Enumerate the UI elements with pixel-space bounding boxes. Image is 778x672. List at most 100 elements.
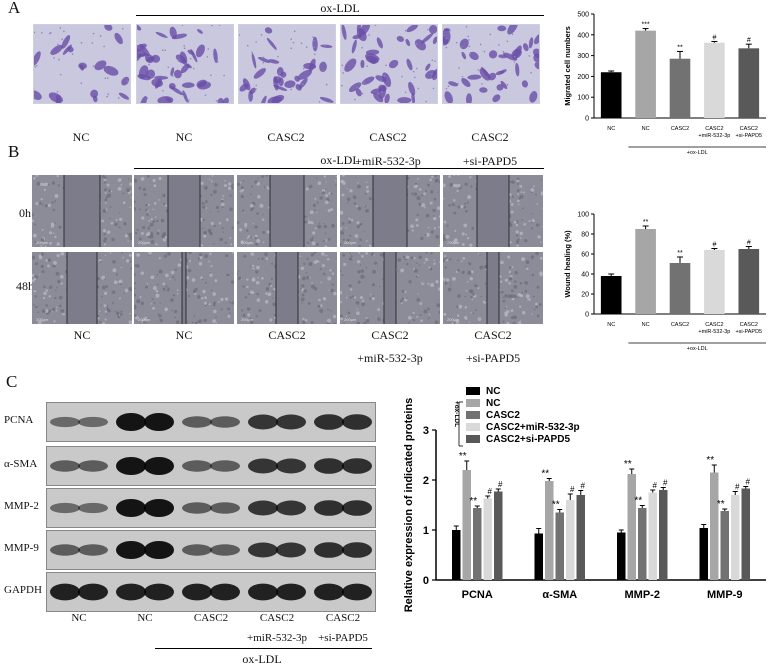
cell-speck [352,195,357,200]
cell-speck [44,245,47,247]
stained-cell [492,94,501,103]
cell-speck [448,204,451,207]
cell-speck [327,238,331,241]
cell-speck [147,227,151,230]
pore [223,74,225,77]
cell-speck [104,318,107,321]
stained-cell [312,36,318,52]
stained-cell [48,92,63,103]
cell-speck [114,222,118,227]
cell-speck [446,224,449,227]
cell-speck [345,227,348,229]
cell-speck [435,178,439,182]
wound-field: 200μm [32,175,132,247]
cell-speck [111,290,116,294]
pore [106,95,108,98]
cell-speck [300,297,305,302]
pore [379,79,382,82]
cell-speck [174,316,176,319]
cell-speck [224,179,226,182]
cell-speck [35,175,39,177]
wound-gap [168,175,200,247]
cell-speck [536,314,540,318]
band-right [78,544,108,556]
cell-speck [535,193,537,196]
wound-image-0h: 200μm [340,175,440,247]
stained-cell [195,44,205,58]
band-left [182,502,212,514]
cell-speck [410,256,414,260]
significance-mark: ** [677,44,683,51]
legend-swatch [466,399,480,407]
transwell-cells [34,25,130,103]
band-right [144,413,174,431]
cell-speck [426,183,430,187]
cell-speck [169,278,171,281]
cell-speck [403,255,406,259]
cell-speck [363,205,366,207]
cell-speck [311,236,314,239]
stained-cell [348,82,362,93]
pore [59,27,62,29]
y-tick-label: 80 [581,232,589,239]
cell-speck [213,189,217,194]
cell-speck [356,321,360,324]
cell-speck [257,195,261,199]
cell-speck [301,284,305,288]
cell-speck [421,203,426,208]
cell-speck [327,276,332,281]
cell-speck [310,321,314,324]
cell-speck [524,289,528,293]
blot-row-label: MMP-2 [4,500,39,512]
cell-speck [517,193,520,196]
cell-speck [430,230,434,234]
cell-speck [267,187,270,190]
pore [290,88,293,91]
cell-speck [467,195,472,200]
cell-speck [213,224,216,227]
cell-speck [504,294,508,298]
cell-speck [340,317,344,321]
pore [207,48,210,50]
pore [366,65,368,68]
pore [279,72,281,75]
cell-speck [151,252,153,253]
cell-speck [221,227,224,230]
cell-speck [35,201,39,206]
cell-speck [122,201,126,204]
cell-speck [509,180,513,184]
cell-speck [322,240,325,243]
transwell-cells [443,25,539,103]
band-left [314,414,344,430]
bar [566,500,575,580]
cell-speck [241,309,244,312]
cell-speck [411,192,414,195]
cell-speck [444,282,448,285]
cell-speck [55,271,60,276]
cell-speck [419,302,423,305]
cell-speck [457,183,461,188]
wound-gap [276,252,298,324]
cell-speck [324,232,327,235]
cell-speck [188,252,192,255]
cell-speck [43,188,47,191]
stained-cell [355,88,362,97]
cell-speck [443,312,447,317]
y-tick-label: 200 [577,74,589,81]
cell-speck [147,175,150,178]
image-label: CASC2 [371,328,409,342]
cell-speck [331,272,335,275]
x-tick-label: +miR-532-3p [698,329,730,335]
cell-speck [140,232,144,236]
cell-speck [438,180,440,184]
y-tick-label: 3 [423,425,429,437]
band-right [276,458,306,474]
cell-speck [128,320,132,324]
cell-speck [45,304,49,307]
cell-speck [460,260,463,263]
band-left [182,544,212,556]
pore [348,59,351,62]
cell-speck [44,204,48,208]
wound-field: 200μm [443,252,543,324]
cell-speck [43,291,47,296]
